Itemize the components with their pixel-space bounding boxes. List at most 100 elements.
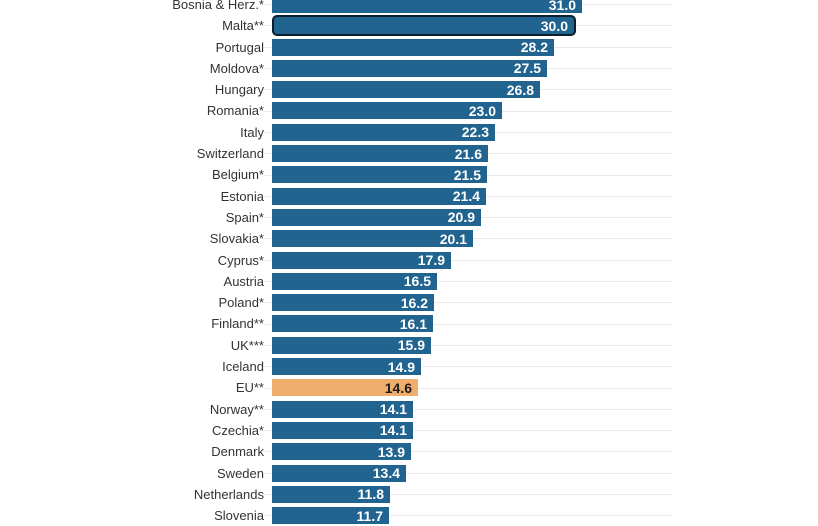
category-label: Moldova*	[209, 60, 264, 76]
bar-row: Spain* 20.9	[0, 207, 818, 228]
bar-row: Estonia 21.4	[0, 186, 818, 207]
bar[interactable]: 16.5	[272, 272, 437, 290]
bar[interactable]: 16.1	[272, 315, 433, 333]
value-label: 17.9	[417, 252, 445, 269]
row-gridline	[265, 344, 672, 346]
row-gridline	[265, 494, 672, 496]
value-label: 30.0	[540, 17, 568, 34]
category-label: Norway**	[209, 401, 264, 417]
value-label: 16.2	[400, 294, 428, 311]
bar-row: UK*** 15.9	[0, 335, 818, 356]
bar[interactable]: 23.0	[272, 102, 502, 120]
row-gridline	[265, 281, 672, 283]
category-label: Poland*	[218, 295, 264, 311]
value-label: 13.9	[377, 443, 405, 460]
row-gridline	[265, 366, 672, 368]
bar-row: Slovenia 11.7	[0, 505, 818, 526]
bar-row: Norway** 14.1	[0, 399, 818, 420]
category-label: Slovenia	[214, 508, 264, 524]
bar[interactable]: 14.1	[272, 400, 413, 418]
bar[interactable]: 26.8	[272, 81, 540, 99]
bar[interactable]: 11.8	[272, 485, 390, 503]
bar[interactable]: 27.5	[272, 59, 547, 77]
bar[interactable]: 16.2	[272, 294, 434, 312]
bar-row: Romania* 23.0	[0, 100, 818, 121]
bar[interactable]: 15.9	[272, 336, 431, 354]
bar[interactable]: 20.1	[272, 230, 473, 248]
bar[interactable]: 21.5	[272, 166, 487, 184]
value-label: 11.7	[356, 507, 383, 524]
bar-row: Malta** 30.0	[0, 15, 818, 37]
bar-row: Slovakia* 20.1	[0, 228, 818, 249]
category-label: Finland**	[211, 316, 264, 332]
value-label: 22.3	[461, 124, 489, 141]
bar-row: Bosnia & Herz.* 31.0	[0, 0, 818, 15]
bar[interactable]: 14.9	[272, 358, 421, 376]
value-label: 20.9	[447, 209, 475, 226]
bar[interactable]: 17.9	[272, 251, 451, 269]
category-label: Bosnia & Herz.*	[172, 0, 264, 12]
bar[interactable]: 14.1	[272, 421, 413, 439]
category-label: Hungary	[214, 82, 264, 98]
category-label: Estonia	[220, 188, 264, 204]
value-label: 16.5	[403, 273, 431, 290]
category-label: Iceland	[222, 359, 264, 375]
bar-row: EU** 14.6	[0, 377, 818, 398]
value-label: 14.1	[379, 401, 407, 418]
category-label: Denmark	[211, 444, 264, 460]
value-label: 14.6	[384, 379, 412, 396]
row-gridline	[265, 302, 672, 304]
category-label: Italy	[240, 124, 264, 140]
bar-selected[interactable]: 30.0	[272, 15, 576, 37]
bar-row: Iceland 14.9	[0, 356, 818, 377]
category-label: Austria	[223, 273, 264, 289]
bar-row: Italy 22.3	[0, 122, 818, 143]
bar-row: Czechia* 14.1	[0, 420, 818, 441]
category-label: Spain*	[225, 209, 264, 225]
bar[interactable]: 20.9	[272, 208, 481, 226]
value-label: 13.4	[372, 465, 400, 482]
row-gridline	[265, 430, 672, 432]
value-label: 27.5	[513, 60, 541, 77]
bar[interactable]: 21.6	[272, 145, 488, 163]
value-label: 21.5	[453, 166, 481, 183]
bar[interactable]: 11.7	[272, 507, 389, 525]
category-label: Sweden	[217, 465, 264, 481]
bar-row: Switzerland 21.6	[0, 143, 818, 164]
bar[interactable]: 13.4	[272, 464, 406, 482]
bar-row: Finland** 16.1	[0, 313, 818, 334]
value-label: 14.1	[379, 422, 407, 439]
row-gridline	[265, 387, 672, 389]
bar[interactable]: 28.2	[272, 38, 554, 56]
row-gridline	[265, 472, 672, 474]
category-label: UK***	[230, 337, 264, 353]
category-label: Romania*	[206, 103, 264, 119]
bar-row: Moldova* 27.5	[0, 58, 818, 79]
category-label: Czechia*	[211, 422, 264, 438]
category-label: Cyprus*	[217, 252, 264, 268]
bar[interactable]: 22.3	[272, 123, 495, 141]
category-label: Portugal	[215, 39, 264, 55]
row-gridline	[265, 408, 672, 410]
category-label: Malta**	[222, 18, 264, 34]
bar[interactable]: 21.4	[272, 187, 486, 205]
bar-row: Netherlands 11.8	[0, 484, 818, 505]
value-label: 20.1	[439, 230, 467, 247]
bar-accent[interactable]: 14.6	[272, 379, 418, 397]
row-gridline	[265, 259, 672, 261]
bar-row: Cyprus* 17.9	[0, 250, 818, 271]
bar-row: Hungary 26.8	[0, 79, 818, 100]
category-label: EU**	[235, 380, 264, 396]
bar-row: Portugal 28.2	[0, 37, 818, 58]
row-gridline	[265, 451, 672, 453]
value-label: 15.9	[397, 337, 425, 354]
bar-row: Sweden 13.4	[0, 463, 818, 484]
bar[interactable]: 13.9	[272, 443, 411, 461]
category-label: Slovakia*	[209, 231, 264, 247]
category-label: Netherlands	[193, 486, 264, 502]
value-label: 14.9	[387, 358, 415, 375]
row-gridline	[265, 323, 672, 325]
bar-row: Poland* 16.2	[0, 292, 818, 313]
bar[interactable]: 31.0	[272, 0, 582, 13]
